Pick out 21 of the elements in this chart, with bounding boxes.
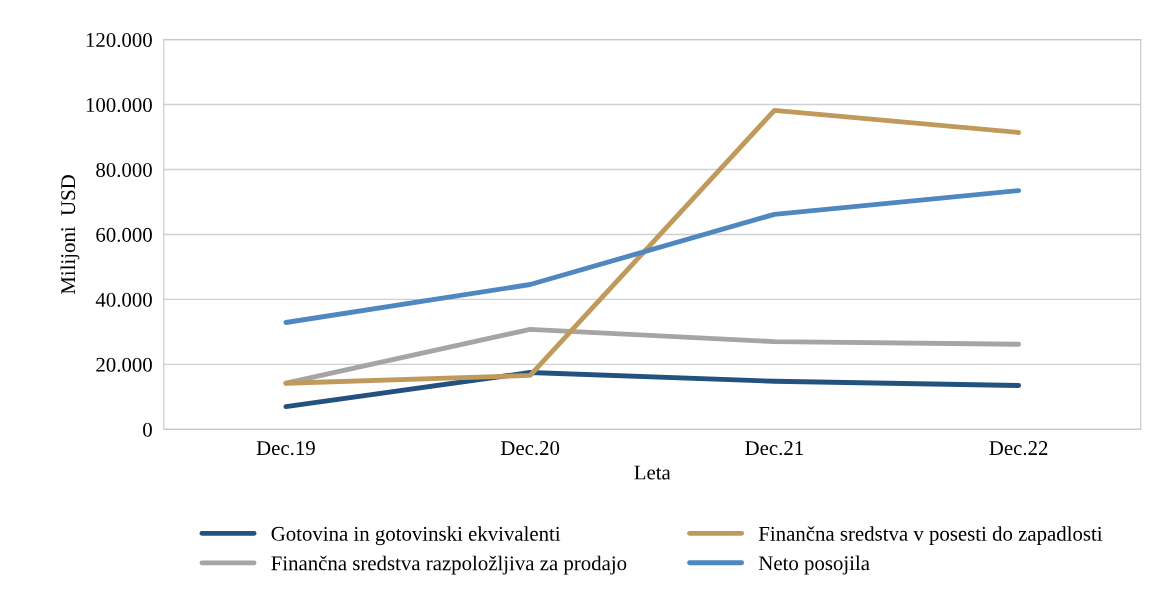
y-tick-label: 0 (143, 422, 152, 437)
line-series (283, 370, 1022, 410)
y-tick-label: 100.000 (86, 97, 152, 113)
legend-label: Finančna sredstva v posesti do zapadlosti (758, 526, 1103, 546)
x-axis-title: Leta (634, 465, 671, 480)
y-tick-label: 40.000 (95, 292, 152, 307)
y-axis-title: Milijoni USD (60, 175, 80, 295)
legend-label: Neto posojila (758, 555, 870, 575)
legend-label: Finančna sredstva razpoložljiva za prodajo (271, 555, 627, 575)
x-tick-label: Dec.20 (500, 441, 560, 456)
y-tick-label: 60.000 (96, 227, 152, 242)
x-tick-label: Dec.21 (745, 441, 803, 456)
y-tick-label: 80.000 (96, 162, 152, 178)
y-tick-label: 120.000 (86, 32, 152, 48)
x-tick-label: Dec.22 (989, 441, 1048, 456)
line-series (283, 107, 1022, 386)
line-series (283, 326, 1022, 386)
line-series (283, 188, 1022, 325)
legend-label: Gotovina in gotovinski ekvivalenti (271, 526, 561, 546)
x-tick-label: Dec.19 (256, 441, 315, 456)
y-tick-label: 20.000 (96, 357, 152, 372)
